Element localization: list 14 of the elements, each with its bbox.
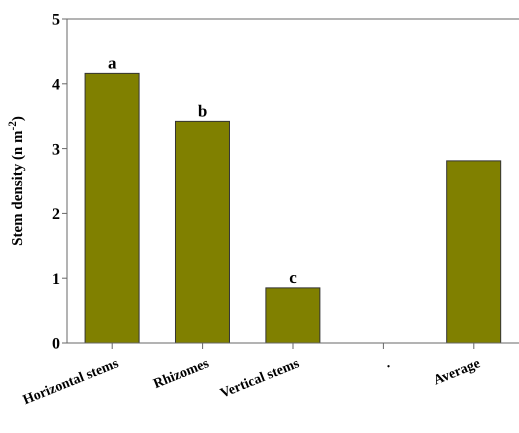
annotation: b — [198, 101, 208, 120]
bar — [446, 160, 502, 343]
y-tick-label: 2 — [52, 206, 60, 224]
bar — [174, 120, 230, 343]
annotation: a — [108, 53, 117, 72]
y-tick-label: 3 — [52, 141, 60, 158]
y-tick-label: 4 — [52, 76, 60, 94]
annotation: c — [289, 268, 298, 287]
x-tick-label: . — [383, 356, 392, 372]
y-tick-label: 5 — [52, 12, 60, 29]
bar — [84, 72, 140, 343]
bar — [265, 287, 320, 343]
y-tick-label: 0 — [52, 336, 60, 353]
y-tick-label: 1 — [52, 270, 60, 288]
